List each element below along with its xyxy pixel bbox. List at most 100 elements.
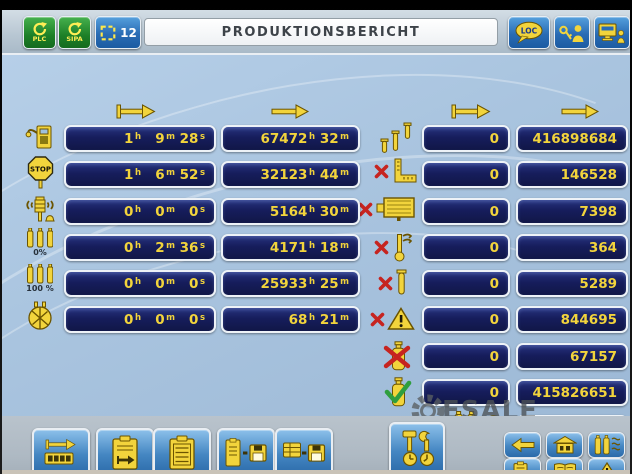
clipboard-arrow-icon	[112, 435, 138, 470]
recycle-icon	[33, 22, 47, 36]
back-button[interactable]	[504, 432, 541, 458]
reject-x-icon	[358, 202, 373, 216]
inspection-camera-icon	[376, 197, 415, 221]
total-report-button[interactable]	[153, 428, 211, 474]
reject-vision-icon	[358, 196, 417, 222]
reject-preform-icon	[378, 269, 409, 297]
stop-time-total: 32123 h 44 m	[221, 161, 360, 188]
hmi-screen: PLC SIPA 12 PRODUKTIONSBERICHT LOC	[2, 10, 630, 474]
pct-0-label: 0%	[33, 248, 47, 257]
svg-text:STOP: STOP	[30, 166, 51, 174]
screen-number-button[interactable]: 12	[95, 16, 141, 49]
bottles-rejected-count-partial: 0	[422, 343, 510, 370]
reject-alarm-icon	[370, 307, 415, 331]
bottles-air-icon	[594, 435, 620, 455]
siren-icon	[16, 193, 64, 225]
partial-time-header-arrow-icon	[116, 104, 156, 119]
reject-gauge-count-total: 146528	[516, 161, 628, 188]
screen-select-icon	[100, 25, 116, 40]
reject-x-icon	[374, 164, 389, 178]
svg-text:LOC: LOC	[521, 26, 538, 35]
bottom-toolbar	[2, 416, 630, 474]
reject-gauge-icon	[374, 158, 417, 184]
recycle-icon	[68, 22, 82, 36]
back-arrow-icon	[510, 437, 534, 453]
reject-temperature-icon	[374, 232, 417, 262]
pct-100-label: 100 %	[26, 284, 54, 293]
reject-vision-count-total: 7398	[516, 198, 628, 225]
preforms-icon	[380, 121, 414, 155]
bottles-rejected-count-total: 67157	[516, 343, 628, 370]
bottles-good-count-partial: 0	[422, 379, 510, 406]
preform-count-total: 416898684	[516, 125, 628, 152]
sipa-sync-button[interactable]: SIPA	[58, 16, 91, 49]
total-time-header-arrow-icon	[271, 104, 310, 119]
machine-time-total: 67472 h 32 m	[221, 125, 360, 152]
key-user-icon	[559, 24, 584, 42]
bottles-0pct-icon: 0%	[16, 228, 64, 257]
prod-0pct-time-total: 4171 h 18 m	[221, 234, 360, 261]
monitor-bezel-bottom	[2, 470, 630, 474]
bottle-good-icon	[382, 377, 414, 407]
reject-alarm-count-partial: 0	[422, 306, 510, 333]
reject-alarm-count-total: 844695	[516, 306, 628, 333]
monitor-user-icon	[598, 23, 625, 43]
plc-label: PLC	[32, 35, 47, 43]
login-button[interactable]	[554, 16, 590, 49]
top-bar: PLC SIPA 12 PRODUKTIONSBERICHT LOC	[2, 10, 630, 55]
scrap-time-total: 68 h 21 m	[221, 306, 360, 333]
total-count-header-arrow-icon	[561, 104, 600, 119]
loc-speech-bubble-icon: LOC	[515, 21, 543, 44]
production-screen-button[interactable]	[588, 432, 625, 458]
home-button[interactable]	[546, 432, 583, 458]
reject-temperature-count-partial: 0	[422, 234, 510, 261]
tools-icon	[402, 430, 435, 467]
clipboard-save-icon	[225, 437, 267, 466]
sipa-label: SIPA	[66, 35, 83, 43]
reject-x-icon	[370, 312, 385, 326]
report-area: STOP 0%	[2, 10, 630, 474]
reject-temperature-count-total: 364	[516, 234, 628, 261]
language-button[interactable]: LOC	[508, 16, 550, 49]
scrap-ball-icon	[16, 301, 64, 331]
bottles-good-count-total: 415826651	[516, 379, 628, 406]
alarm-time-total: 5164 h 30 m	[221, 198, 360, 225]
prod-100pct-time-total: 25933 h 25 m	[221, 270, 360, 297]
plc-sync-button[interactable]: PLC	[23, 16, 56, 49]
screen-number: 12	[120, 25, 137, 40]
reject-vision-count-partial: 0	[422, 198, 510, 225]
maintenance-button[interactable]	[389, 422, 445, 474]
preform-icon	[396, 269, 407, 295]
reject-preform-count-total: 5289	[516, 270, 628, 297]
home-icon	[552, 436, 577, 454]
machine-running-icon	[16, 123, 64, 151]
partial-report-button[interactable]	[96, 428, 154, 474]
ruler-icon	[394, 158, 417, 183]
reject-x-icon	[378, 276, 393, 290]
reset-counters-button[interactable]	[32, 428, 90, 474]
table-save-icon	[283, 442, 326, 462]
reject-x-icon	[374, 240, 389, 254]
export-table-button[interactable]	[275, 428, 333, 474]
page-title: PRODUKTIONSBERICHT	[144, 18, 498, 46]
preform-count-partial: 0	[422, 125, 510, 152]
bottle-rejected-icon	[382, 341, 414, 371]
reject-preform-count-partial: 0	[422, 270, 510, 297]
stop-sign-icon: STOP	[16, 156, 64, 189]
reject-gauge-count-partial: 0	[422, 161, 510, 188]
counter-reset-icon	[44, 438, 76, 464]
save-report-button[interactable]	[217, 428, 275, 474]
warning-triangle-icon	[387, 307, 415, 330]
partial-count-header-arrow-icon	[451, 104, 491, 119]
screens-overview-button[interactable]	[594, 16, 630, 49]
clipboard-list-icon	[169, 435, 195, 470]
thermometer-icon	[394, 233, 413, 262]
bottles-100pct-icon: 100 %	[16, 264, 64, 293]
